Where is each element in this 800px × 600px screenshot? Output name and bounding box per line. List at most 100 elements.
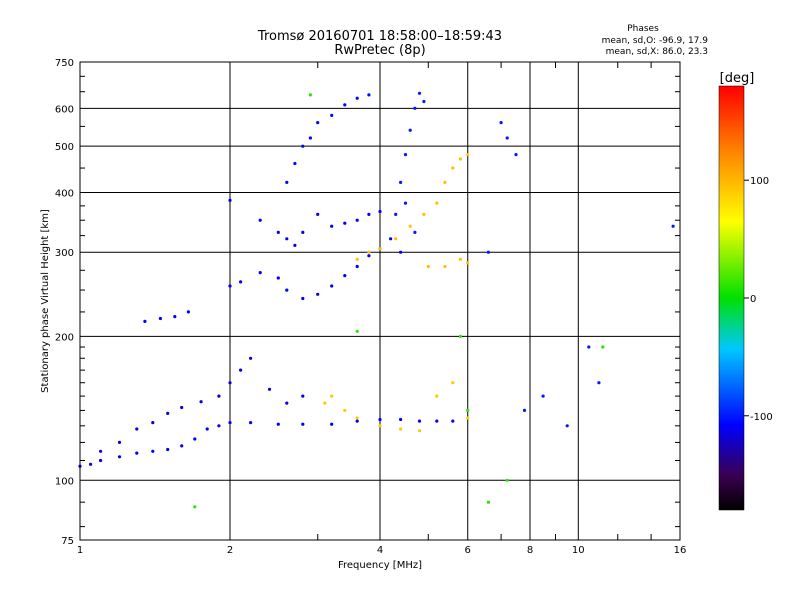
y-tick-label: 400 bbox=[55, 188, 74, 199]
x-tick-label: 1 bbox=[77, 545, 83, 556]
data-point bbox=[258, 271, 262, 275]
data-point bbox=[301, 144, 305, 148]
data-point bbox=[443, 180, 447, 184]
data-point bbox=[466, 416, 470, 420]
data-point bbox=[671, 224, 675, 228]
data-point bbox=[316, 292, 320, 296]
data-point bbox=[451, 381, 455, 385]
data-point bbox=[143, 319, 147, 323]
data-point bbox=[422, 99, 426, 104]
data-point bbox=[505, 136, 509, 140]
colorbar-tick-label: -100 bbox=[750, 412, 773, 423]
x-tick-label: 8 bbox=[527, 545, 533, 556]
x-tick-label: 10 bbox=[572, 545, 585, 556]
data-point bbox=[89, 462, 93, 466]
data-point bbox=[173, 315, 177, 319]
y-tick-label: 750 bbox=[55, 58, 74, 69]
data-point bbox=[355, 257, 359, 261]
colorbar bbox=[718, 85, 745, 511]
x-tick-labels: 1 2 4 6 8 10 16 bbox=[77, 545, 687, 556]
y-tick-labels: 75 100 200 300 400 500 600 750 bbox=[55, 58, 74, 547]
y-axis-label: Stationary phase Virtual Height [km] bbox=[40, 209, 51, 393]
data-point bbox=[403, 201, 408, 205]
data-point bbox=[228, 284, 232, 288]
x-tick-label: 16 bbox=[674, 545, 687, 556]
y-tick-label: 100 bbox=[55, 476, 74, 487]
data-point bbox=[330, 422, 334, 426]
data-point bbox=[408, 128, 412, 132]
x-tick-label: 4 bbox=[377, 545, 383, 556]
chart-subtitle: RwPretec (8p) bbox=[334, 43, 425, 58]
colorbar-tick-label: 100 bbox=[750, 176, 769, 187]
data-point bbox=[249, 421, 253, 425]
data-point bbox=[355, 329, 359, 333]
data-point bbox=[151, 421, 155, 425]
data-point bbox=[276, 422, 280, 426]
data-point bbox=[378, 424, 382, 428]
y-tick-label: 500 bbox=[55, 142, 74, 153]
data-point bbox=[597, 381, 601, 385]
data-point bbox=[417, 429, 422, 433]
data-point bbox=[413, 106, 417, 110]
data-point bbox=[601, 345, 605, 349]
y-tick-label: 75 bbox=[61, 536, 74, 547]
data-point bbox=[239, 280, 243, 284]
data-point bbox=[228, 381, 232, 385]
data-point bbox=[403, 153, 408, 157]
data-point bbox=[389, 237, 393, 241]
data-point bbox=[186, 310, 190, 314]
data-point bbox=[378, 247, 382, 251]
data-point bbox=[267, 387, 272, 391]
data-point bbox=[330, 394, 334, 398]
x-tick-label: 6 bbox=[465, 545, 471, 556]
data-point bbox=[399, 180, 403, 184]
data-point bbox=[316, 121, 320, 125]
data-point bbox=[399, 427, 403, 431]
data-point bbox=[330, 224, 334, 228]
data-point bbox=[355, 264, 359, 269]
data-point bbox=[343, 221, 347, 225]
data-point bbox=[426, 264, 430, 269]
data-point bbox=[166, 447, 170, 452]
data-point bbox=[99, 449, 103, 453]
data-point bbox=[435, 419, 439, 423]
data-point bbox=[451, 419, 455, 423]
data-point bbox=[193, 437, 197, 441]
data-point bbox=[301, 422, 305, 426]
data-point bbox=[435, 201, 439, 205]
data-point bbox=[378, 209, 382, 214]
data-point bbox=[330, 284, 334, 288]
data-point bbox=[193, 505, 197, 509]
data-point bbox=[249, 356, 253, 360]
data-point bbox=[505, 478, 509, 482]
data-point bbox=[394, 212, 398, 216]
y-tick-label: 200 bbox=[55, 332, 74, 343]
data-point bbox=[355, 218, 359, 222]
data-point bbox=[466, 408, 470, 412]
data-point bbox=[199, 400, 203, 404]
data-point bbox=[394, 237, 398, 241]
data-point bbox=[458, 334, 462, 338]
data-point bbox=[435, 394, 439, 398]
data-point bbox=[399, 250, 403, 254]
data-point bbox=[276, 276, 280, 280]
data-point bbox=[458, 257, 462, 261]
data-point bbox=[323, 401, 327, 405]
colorbar-label: [deg] bbox=[720, 71, 755, 86]
data-point bbox=[205, 427, 209, 431]
data-point bbox=[541, 394, 545, 398]
data-point bbox=[293, 161, 297, 166]
data-point bbox=[355, 96, 359, 100]
grid-lines bbox=[80, 62, 680, 540]
chart-title: Tromsø 20160701 18:58:00–18:59:43 bbox=[257, 29, 502, 44]
data-point bbox=[285, 180, 289, 184]
data-point bbox=[301, 230, 305, 234]
data-point bbox=[367, 212, 371, 216]
data-point bbox=[316, 212, 320, 216]
data-point bbox=[217, 424, 221, 428]
data-point bbox=[355, 416, 359, 420]
data-point bbox=[413, 230, 417, 234]
data-point bbox=[239, 368, 243, 372]
data-point bbox=[343, 103, 347, 107]
